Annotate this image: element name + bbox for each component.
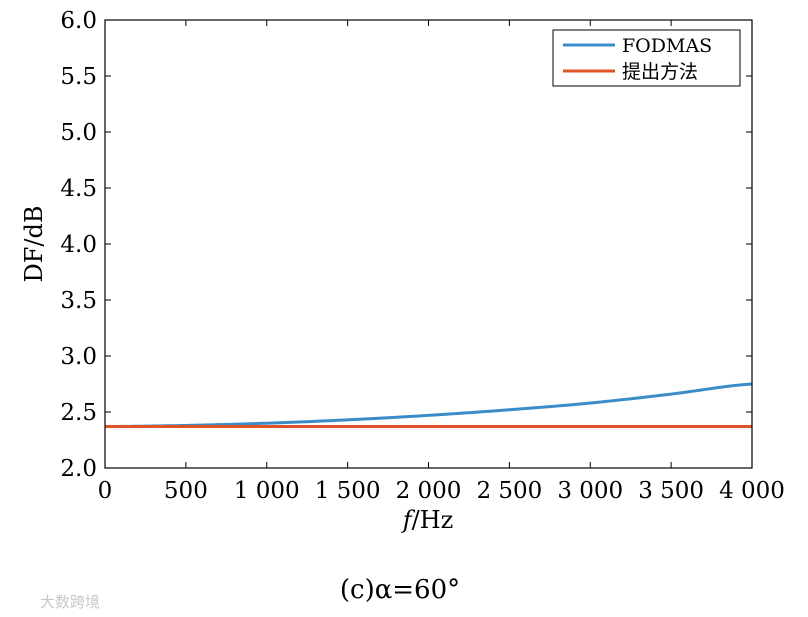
y-tick-label: 3.0	[60, 344, 97, 370]
y-tick-label: 5.0	[60, 120, 97, 146]
x-axis-ticks: 0 500 1 000 1 500 2 000 2 500 3 000 3 500 4 000	[98, 20, 785, 504]
figure-caption: (c)α=60°	[340, 575, 460, 605]
y-tick-label: 5.5	[60, 64, 97, 90]
plot-area-frame	[104, 19, 753, 469]
x-axis-label: f/Hz	[401, 506, 454, 534]
x-tick-label: 1 000	[234, 478, 300, 504]
legend: FODMAS 提出方法	[552, 29, 741, 87]
y-tick-label: 3.5	[60, 288, 97, 314]
y-tick-label: 6.0	[60, 8, 97, 34]
y-tick-label: 4.5	[60, 176, 97, 202]
legend-box	[552, 29, 741, 87]
watermark-text: 大数跨境	[40, 593, 100, 611]
x-tick-label: 1 500	[315, 478, 381, 504]
y-tick-label: 4.0	[60, 232, 97, 258]
x-tick-label: 500	[164, 478, 208, 504]
legend-label-proposed-method: 提出方法	[622, 61, 698, 83]
x-tick-label: 2 000	[396, 478, 462, 504]
series-layer	[104, 382, 753, 429]
y-tick-label: 2.0	[60, 456, 97, 482]
y-axis-ticks: 2.0 2.5 3.0 3.5 4.0 4.5 5.0 5.5 6.0	[60, 8, 752, 482]
x-tick-label: 3 500	[638, 478, 704, 504]
series-line-0	[104, 382, 753, 429]
x-tick-label: 0	[98, 478, 113, 504]
x-tick-label: 4 000	[719, 478, 785, 504]
x-tick-label: 2 500	[476, 478, 542, 504]
y-axis-label: DF/dB	[20, 206, 48, 283]
x-tick-label: 3 000	[557, 478, 623, 504]
y-tick-label: 2.5	[60, 400, 97, 426]
legend-label-fodmas: FODMAS	[622, 35, 712, 57]
